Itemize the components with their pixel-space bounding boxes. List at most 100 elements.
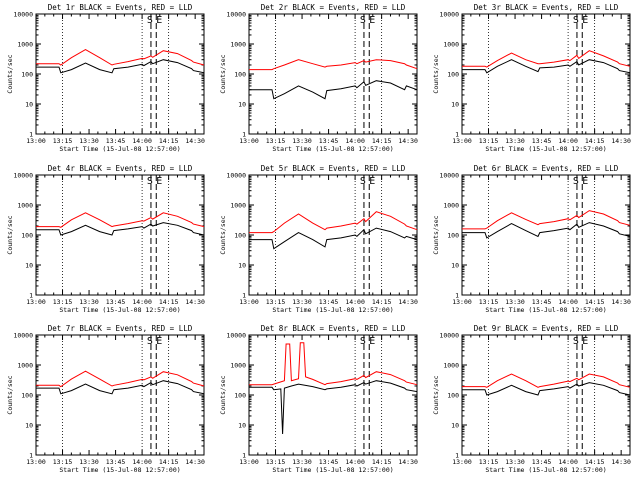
marker-label-s: S <box>573 336 579 347</box>
x-tick-label: 13:45 <box>106 298 126 306</box>
y-axis-label: Counts/sec <box>219 215 227 254</box>
detector-panel-2: Det 2r BLACK = Events, RED = LLD 1 10 100 10… <box>219 3 418 153</box>
y-tick-label: 10000 <box>226 172 246 180</box>
events-series-line <box>249 227 418 250</box>
x-tick-label: 13:45 <box>319 137 339 145</box>
events-series-line <box>249 80 418 100</box>
x-tick-label: 13:30 <box>79 298 99 306</box>
lld-series-line <box>462 373 631 388</box>
x-axis-label: Start Time (15-Jul-08 12:57:00) <box>59 466 180 474</box>
lld-series-line <box>249 59 418 71</box>
x-axis-label: Start Time (15-Jul-08 12:57:00) <box>272 145 393 153</box>
events-series-line <box>462 59 631 74</box>
x-tick-label: 13:15 <box>479 298 499 306</box>
events-series-line <box>36 380 205 395</box>
y-tick-label: 10000 <box>439 332 459 340</box>
x-tick-label: 14:15 <box>159 137 179 145</box>
x-tick-label: 13:00 <box>452 458 472 466</box>
x-tick-label: 14:15 <box>585 137 605 145</box>
marker-label-e: E <box>582 336 588 347</box>
y-tick-label: 100 <box>234 232 246 240</box>
x-tick-label: 13:15 <box>266 458 286 466</box>
y-tick-label: 10000 <box>13 11 33 19</box>
panel-title: Det 1r BLACK = Events, RED = LLD <box>48 3 193 12</box>
panel-title: Det 9r BLACK = Events, RED = LLD <box>474 324 619 333</box>
marker-label-s: S <box>147 176 153 187</box>
y-tick-label: 100 <box>447 71 459 79</box>
y-tick-label: 100 <box>234 392 246 400</box>
y-axis-label: Counts/sec <box>432 215 440 254</box>
x-tick-label: 14:30 <box>611 298 631 306</box>
x-tick-label: 13:00 <box>452 137 472 145</box>
x-tick-label: 14:30 <box>398 137 418 145</box>
plot-frame <box>461 13 631 135</box>
x-axis-label: Start Time (15-Jul-08 12:57:00) <box>272 466 393 474</box>
x-tick-label: 13:00 <box>26 458 46 466</box>
y-tick-label: 10 <box>25 262 33 270</box>
y-tick-label: 1000 <box>17 362 33 370</box>
panel-title: Det 8r BLACK = Events, RED = LLD <box>261 324 406 333</box>
y-tick-label: 10 <box>238 422 246 430</box>
y-axis-label: Counts/sec <box>6 54 14 93</box>
x-tick-label: 14:30 <box>185 137 205 145</box>
x-tick-label: 14:30 <box>398 458 418 466</box>
plot-frame <box>35 13 205 135</box>
y-tick-label: 1 <box>242 452 246 460</box>
x-tick-label: 13:30 <box>79 137 99 145</box>
marker-label-e: E <box>369 176 375 187</box>
y-tick-label: 10000 <box>439 11 459 19</box>
events-series-line <box>36 222 205 236</box>
x-tick-label: 13:00 <box>26 298 46 306</box>
x-tick-label: 14:30 <box>398 298 418 306</box>
y-tick-label: 1000 <box>17 41 33 49</box>
x-tick-label: 14:15 <box>159 298 179 306</box>
y-tick-label: 1 <box>29 452 33 460</box>
lld-series-line <box>462 210 631 230</box>
y-tick-label: 10000 <box>13 332 33 340</box>
y-tick-label: 10 <box>451 262 459 270</box>
y-tick-label: 100 <box>447 232 459 240</box>
y-tick-label: 1 <box>455 131 459 139</box>
x-tick-label: 14:00 <box>132 458 152 466</box>
y-tick-label: 1000 <box>443 41 459 49</box>
x-axis-label: Start Time (15-Jul-08 12:57:00) <box>59 306 180 314</box>
marker-label-e: E <box>582 15 588 26</box>
x-tick-label: 13:15 <box>479 458 499 466</box>
y-tick-label: 100 <box>21 71 33 79</box>
y-tick-label: 100 <box>234 71 246 79</box>
plot-frame <box>248 334 418 456</box>
marker-label-s: S <box>573 15 579 26</box>
x-tick-label: 13:15 <box>53 458 73 466</box>
y-axis-label: Counts/sec <box>219 375 227 414</box>
plot-frame <box>248 174 418 296</box>
marker-label-e: E <box>156 336 162 347</box>
x-axis-label: Start Time (15-Jul-08 12:57:00) <box>272 306 393 314</box>
detector-panel-1: Det 1r BLACK = Events, RED = LLD 1 10 100 10… <box>6 3 205 153</box>
x-tick-label: 13:30 <box>292 458 312 466</box>
y-tick-label: 10000 <box>13 172 33 180</box>
x-tick-label: 14:00 <box>132 137 152 145</box>
y-tick-label: 10000 <box>226 332 246 340</box>
events-series-line <box>36 59 205 74</box>
x-tick-label: 14:30 <box>611 458 631 466</box>
x-tick-label: 14:15 <box>585 298 605 306</box>
marker-label-s: S <box>573 176 579 187</box>
plot-frame <box>35 334 205 456</box>
detector-panel-7: Det 7r BLACK = Events, RED = LLD 1 10 100 10… <box>6 324 205 474</box>
y-tick-label: 1000 <box>443 202 459 210</box>
x-tick-label: 14:00 <box>558 458 578 466</box>
x-tick-label: 14:30 <box>185 298 205 306</box>
x-tick-label: 14:30 <box>611 137 631 145</box>
marker-label-s: S <box>360 15 366 26</box>
y-tick-label: 1000 <box>230 362 246 370</box>
marker-label-e: E <box>156 15 162 26</box>
y-tick-label: 1000 <box>230 202 246 210</box>
x-tick-label: 13:45 <box>319 298 339 306</box>
x-tick-label: 13:00 <box>239 137 259 145</box>
x-tick-label: 13:30 <box>505 458 525 466</box>
x-tick-label: 14:15 <box>372 458 392 466</box>
x-tick-label: 13:30 <box>505 137 525 145</box>
x-tick-label: 13:15 <box>479 137 499 145</box>
marker-label-s: S <box>147 15 153 26</box>
